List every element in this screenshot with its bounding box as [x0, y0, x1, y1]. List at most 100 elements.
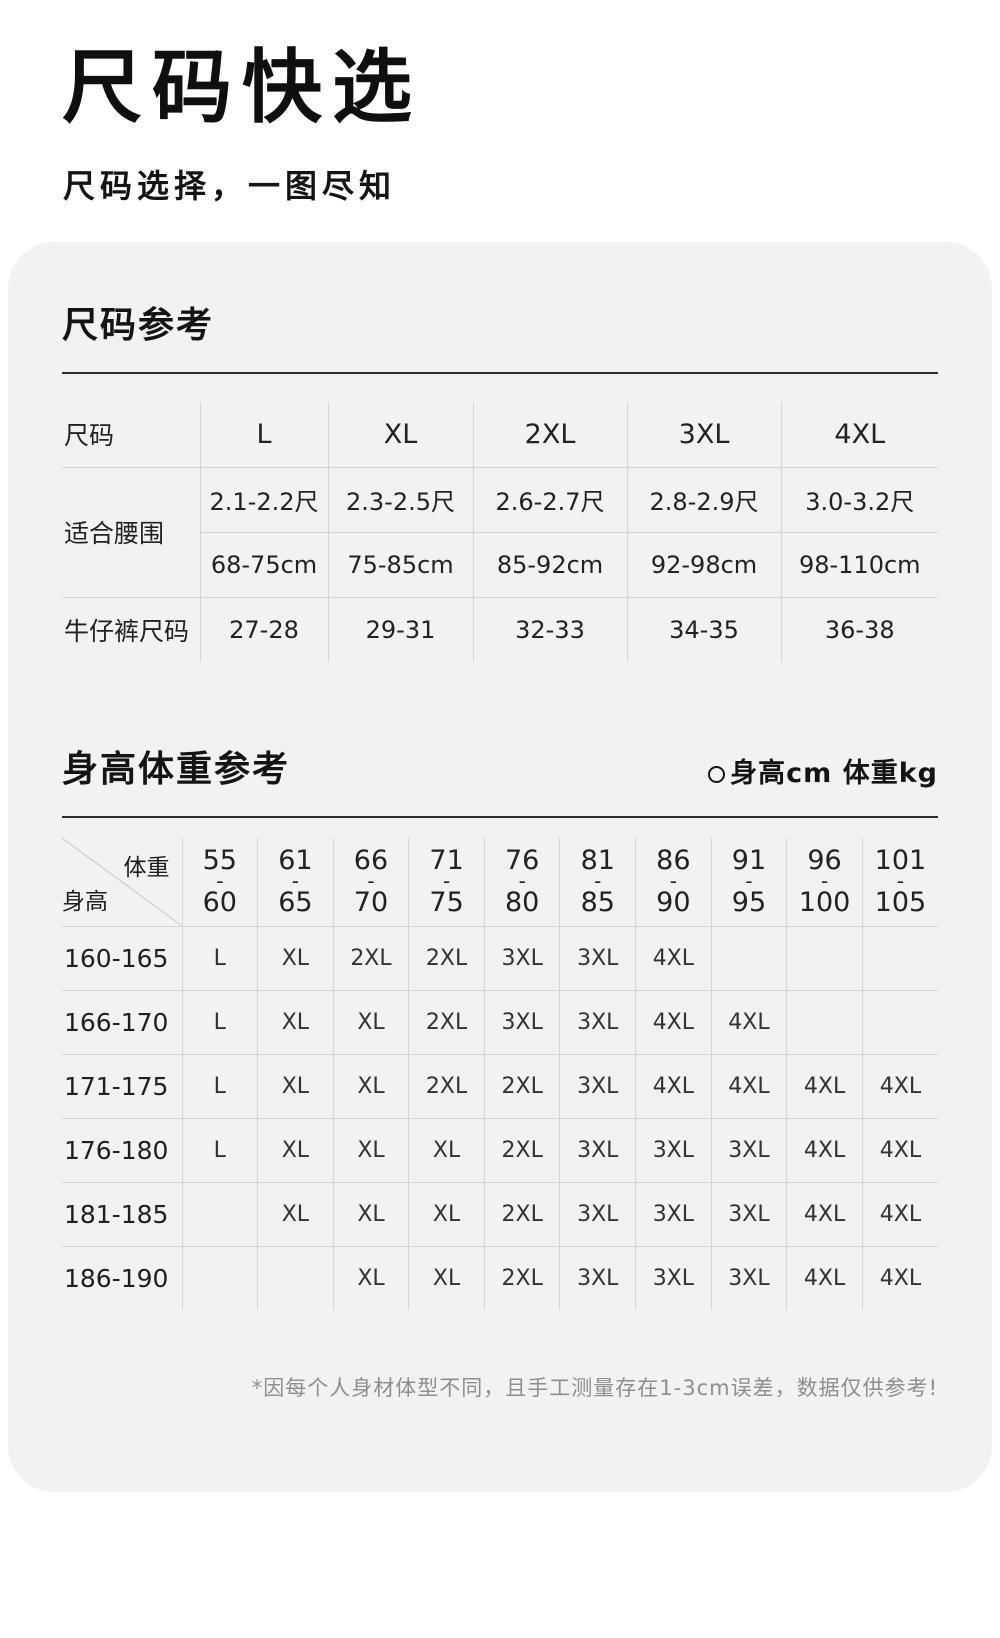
range-dash: -	[745, 869, 753, 894]
jeans-size-cell: 34-35	[626, 596, 782, 662]
weight-from: 81	[580, 845, 615, 877]
height-weight-title: 身高体重参考	[62, 749, 291, 790]
range-dash: -	[216, 869, 224, 894]
waist-cm-cell: 75-85cm	[327, 531, 474, 598]
size-cell: 2XL	[408, 925, 485, 991]
size-cell: XL	[332, 1117, 410, 1183]
waist-chi-cell: 2.1-2.2尺	[199, 466, 329, 533]
size-cell: L	[181, 925, 259, 991]
circle-icon	[708, 766, 726, 783]
weight-to: 90	[656, 887, 691, 919]
weight-col-header: 61-65	[257, 838, 334, 927]
height-weight-header: 身高体重参考 身高cm 体重kg	[62, 750, 938, 818]
page-subtitle: 尺码选择，一图尽知	[63, 167, 397, 205]
footnote: *因每个人身材体型不同，且手工测量存在1-3cm误差，数据仅供参考!	[251, 1376, 938, 1400]
size-cell	[786, 989, 863, 1055]
size-cell: 3XL	[710, 1117, 788, 1183]
size-cell: L	[181, 1117, 259, 1183]
size-cell: L	[181, 989, 259, 1055]
table-row: 186-190 XL XL 2XL 3XL 3XL 3XL 4XL 4XL	[62, 1245, 938, 1310]
weight-from: 91	[731, 845, 767, 877]
range-dash: -	[291, 869, 299, 894]
size-cell: 3XL	[559, 1117, 637, 1183]
size-cell: 4XL	[786, 1181, 863, 1247]
range-dash: -	[518, 869, 526, 894]
table-row: 181-185 XL XL XL 2XL 3XL 3XL 3XL 4XL 4XL	[62, 1181, 938, 1247]
weight-to: 65	[278, 887, 313, 919]
height-row-label: 166-170	[62, 989, 183, 1055]
size-cell: 2XL	[408, 989, 485, 1055]
size-cell	[710, 925, 788, 991]
size-cell: 3XL	[559, 989, 637, 1055]
waist-cm-cell: 68-75cm	[200, 531, 329, 598]
weight-col-header: 86-90	[635, 838, 712, 927]
height-row-label: 171-175	[62, 1053, 183, 1119]
size-cell	[181, 1181, 259, 1247]
table-row: 体重 身高 55-60 61-65 66-70 71-75 76-80 81-8…	[62, 838, 938, 927]
weight-to: 100	[798, 887, 851, 919]
waist-chi-cell: 2.6-2.7尺	[472, 466, 628, 533]
corner-weight-label: 体重	[123, 855, 170, 881]
size-cell: 4XL	[710, 1053, 788, 1119]
size-cell	[257, 1245, 334, 1310]
size-cell: 3XL	[710, 1245, 788, 1310]
size-header-cell: 3XL	[626, 402, 782, 468]
range-dash: -	[367, 869, 375, 894]
size-cell: XL	[408, 1245, 485, 1310]
jeans-row-label: 牛仔裤尺码	[62, 596, 201, 662]
weight-from: 71	[429, 845, 464, 877]
size-cell	[181, 1245, 259, 1310]
size-cell: 2XL	[483, 1117, 561, 1183]
size-cell: 4XL	[635, 925, 712, 991]
size-cell: 3XL	[559, 1053, 637, 1119]
size-reference-header: 尺码参考	[62, 306, 938, 374]
weight-from: 55	[202, 845, 237, 877]
size-cell: 2XL	[408, 1053, 485, 1119]
size-reference-table: 尺码 L XL 2XL 3XL 4XL 适合腰围 2.1-2.2尺 2.3-2.…	[62, 402, 938, 662]
range-dash: -	[820, 869, 829, 894]
size-cell	[861, 989, 938, 1055]
weight-to: 105	[874, 887, 927, 919]
size-cell: XL	[332, 1245, 410, 1310]
table-row: 适合腰围 2.1-2.2尺 2.3-2.5尺 2.6-2.7尺 2.8-2.9尺…	[62, 466, 938, 598]
range-dash: -	[594, 869, 602, 894]
size-cell: XL	[257, 989, 334, 1055]
height-row-label: 176-180	[62, 1117, 183, 1183]
waist-chi-cell: 2.3-2.5尺	[327, 466, 474, 533]
jeans-size-cell: 29-31	[327, 596, 474, 662]
size-cell: 2XL	[483, 1181, 561, 1247]
size-cell: 3XL	[635, 1245, 712, 1310]
legend: 身高cm 体重kg	[708, 751, 938, 790]
weight-col-header: 76-80	[483, 838, 561, 927]
size-cell	[861, 925, 938, 991]
weight-col-header: 96-100	[786, 838, 863, 927]
jeans-size-cell: 36-38	[780, 596, 938, 662]
size-cell: 4XL	[861, 1245, 938, 1310]
weight-to: 75	[429, 887, 464, 919]
size-cell: 3XL	[559, 1245, 637, 1310]
size-cell: 4XL	[710, 989, 788, 1055]
range-dash: -	[669, 869, 677, 894]
size-cell: 3XL	[710, 1181, 788, 1247]
table-row: 尺码 L XL 2XL 3XL 4XL	[62, 402, 938, 468]
weight-col-header: 66-70	[332, 838, 410, 927]
weight-from: 101	[874, 845, 927, 877]
size-cell: 2XL	[483, 1245, 561, 1310]
weight-from: 61	[278, 845, 313, 877]
table-row: 160-165 L XL 2XL 2XL 3XL 3XL 4XL	[62, 925, 938, 991]
weight-from: 86	[656, 845, 691, 877]
size-reference-title: 尺码参考	[62, 305, 215, 346]
height-row-label: 181-185	[62, 1181, 183, 1247]
table-row: 171-175 L XL XL 2XL 2XL 3XL 4XL 4XL 4XL …	[62, 1053, 938, 1119]
size-cell: 2XL	[483, 1053, 561, 1119]
jeans-size-cell: 32-33	[472, 596, 628, 662]
size-cell: XL	[257, 1181, 334, 1247]
weight-to: 95	[731, 887, 767, 919]
height-row-label: 160-165	[62, 925, 183, 991]
corner-cell: 体重 身高	[62, 838, 183, 927]
waist-cm-cell: 85-92cm	[472, 531, 628, 598]
jeans-size-cell: 27-28	[199, 596, 329, 662]
size-cell: 3XL	[635, 1117, 712, 1183]
size-cell: 4XL	[635, 1053, 712, 1119]
table-row: 68-75cm 75-85cm 85-92cm 92-98cm 98-110cm	[62, 531, 938, 598]
